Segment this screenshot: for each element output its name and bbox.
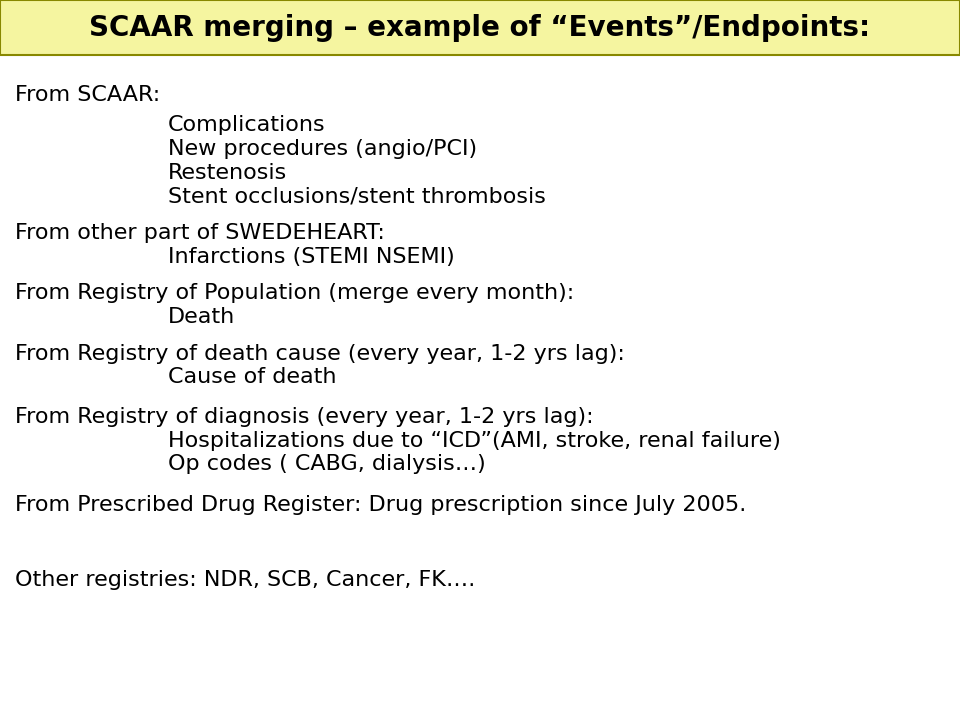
Text: Stent occlusions/stent thrombosis: Stent occlusions/stent thrombosis [168, 186, 546, 206]
FancyBboxPatch shape [0, 0, 960, 55]
Text: Complications: Complications [168, 115, 325, 135]
Text: From Registry of diagnosis (every year, 1-2 yrs lag):: From Registry of diagnosis (every year, … [15, 407, 594, 427]
Text: SCAAR merging – example of “Events”/Endpoints:: SCAAR merging – example of “Events”/Endp… [89, 14, 871, 42]
Text: Other registries: NDR, SCB, Cancer, FK….: Other registries: NDR, SCB, Cancer, FK…. [15, 570, 475, 590]
Text: Death: Death [168, 307, 235, 327]
Text: New procedures (angio/PCI): New procedures (angio/PCI) [168, 139, 477, 159]
Text: From Prescribed Drug Register: Drug prescription since July 2005.: From Prescribed Drug Register: Drug pres… [15, 495, 747, 516]
Text: Infarctions (STEMI NSEMI): Infarctions (STEMI NSEMI) [168, 247, 455, 267]
Text: Restenosis: Restenosis [168, 162, 287, 183]
Text: From Registry of Population (merge every month):: From Registry of Population (merge every… [15, 283, 575, 303]
Text: From other part of SWEDEHEART:: From other part of SWEDEHEART: [15, 223, 385, 243]
Text: From Registry of death cause (every year, 1-2 yrs lag):: From Registry of death cause (every year… [15, 344, 625, 364]
Text: Cause of death: Cause of death [168, 367, 337, 388]
Text: Hospitalizations due to “ICD”(AMI, stroke, renal failure): Hospitalizations due to “ICD”(AMI, strok… [168, 431, 780, 451]
Text: Op codes ( CABG, dialysis…): Op codes ( CABG, dialysis…) [168, 454, 486, 475]
Text: From SCAAR:: From SCAAR: [15, 85, 160, 105]
